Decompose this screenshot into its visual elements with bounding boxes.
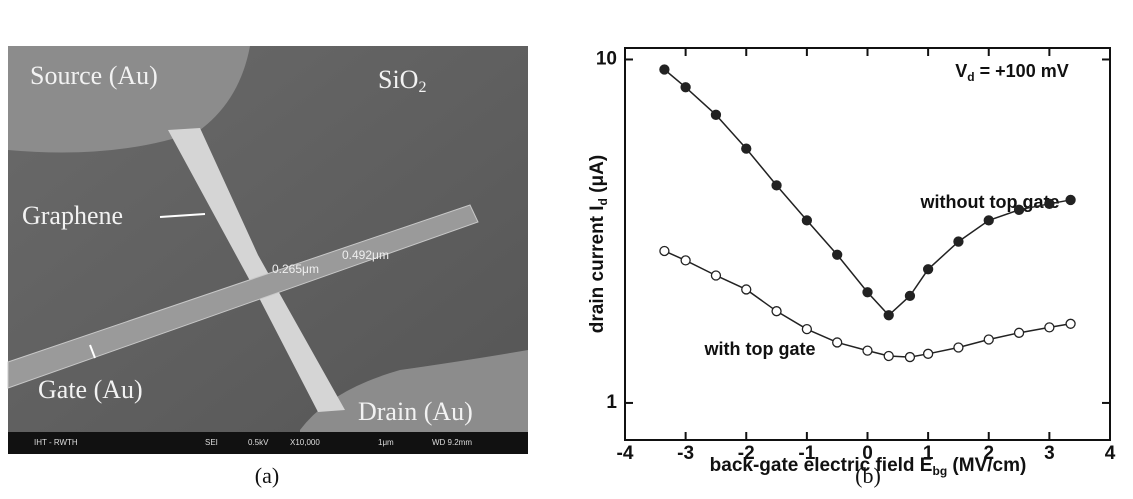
- marker: [659, 245, 670, 257]
- marker: [801, 215, 813, 226]
- caption: (a): [255, 463, 279, 488]
- graphene-strip: [168, 128, 345, 412]
- marker: [904, 290, 916, 302]
- marker: [904, 351, 916, 363]
- label: SiO2: [378, 65, 426, 96]
- marker: [1044, 198, 1055, 209]
- gate-line: [7, 204, 479, 389]
- label: Source (Au): [30, 61, 158, 90]
- label-subscript: d: [967, 70, 974, 84]
- label-part: (MV/cm): [947, 455, 1026, 476]
- label-subscript: d: [596, 198, 610, 205]
- marker: [832, 337, 843, 348]
- x-axis-label: back-gate electric field Ebg (MV/cm): [710, 455, 1027, 478]
- footer-text: 1μm: [378, 438, 394, 447]
- marker: [801, 323, 813, 335]
- annotation: with top gate: [704, 339, 816, 359]
- y-axis-label: drain current Id (μA): [587, 155, 610, 333]
- footer-text: 0.5kV: [248, 438, 269, 447]
- label-subscript: 2: [418, 79, 426, 96]
- marker: [1044, 322, 1055, 333]
- label: 0.492μm: [342, 248, 389, 262]
- annotation: without top gate: [920, 192, 1060, 212]
- marker: [883, 350, 894, 362]
- series-line: [663, 68, 1071, 317]
- marker: [1013, 204, 1025, 215]
- x-tick-label: 4: [1105, 443, 1116, 464]
- drain-electrode: [300, 350, 528, 432]
- marker: [1065, 194, 1076, 206]
- x-tick-label: 3: [1044, 443, 1055, 464]
- marker: [953, 342, 964, 353]
- x-tick-label: -3: [677, 443, 694, 464]
- x-tick-label: -2: [738, 443, 755, 464]
- x-tick-label: -4: [617, 443, 634, 464]
- marker: [771, 306, 782, 317]
- source-electrode: [8, 46, 250, 153]
- marker: [883, 310, 894, 321]
- x-tick-label: 1: [923, 443, 934, 464]
- label-part: = +100 mV: [975, 61, 1069, 81]
- label: 0.265μm: [272, 262, 319, 276]
- series-line: [664, 250, 1071, 358]
- marker: [862, 287, 873, 298]
- footer-text: WD 9.2mm: [432, 438, 472, 447]
- footer-text: X10,000: [290, 438, 320, 447]
- marker: [922, 264, 934, 275]
- marker: [953, 236, 964, 247]
- label-part: (μA): [587, 155, 608, 198]
- y-tick-label: 10: [596, 48, 617, 69]
- plot-frame: [624, 47, 1111, 441]
- marker: [1065, 318, 1076, 329]
- marker: [680, 82, 691, 93]
- label: Graphene: [22, 201, 123, 230]
- marker: [922, 348, 934, 359]
- marker: [1013, 327, 1025, 338]
- sem-image: Source (Au) SiO2 Graphene 0.265μm 0.492μ…: [7, 46, 528, 454]
- marker: [983, 215, 994, 226]
- marker: [710, 109, 722, 120]
- marker: [862, 345, 873, 356]
- label-part: back-gate electric field E: [710, 455, 933, 476]
- marker: [659, 64, 670, 75]
- x-tick-label: 2: [983, 443, 994, 464]
- x-tick-label: -1: [798, 443, 815, 464]
- marker: [771, 180, 782, 191]
- footer-text: IHT - RWTH: [34, 438, 78, 447]
- footer-text: SEI: [205, 438, 218, 447]
- label-part: SiO: [378, 65, 418, 94]
- label: Gate (Au): [38, 375, 143, 404]
- arrow: [159, 213, 206, 218]
- x-tick-label: 0: [862, 443, 873, 464]
- marker: [983, 334, 994, 345]
- label-part: V: [955, 61, 967, 81]
- annotation: Vd = +100 mV: [955, 61, 1068, 84]
- caption: (b): [855, 463, 881, 488]
- label: Drain (Au): [358, 397, 473, 426]
- sem-footer-bar: [8, 432, 528, 454]
- label-subscript: bg: [932, 464, 947, 478]
- label-part: drain current I: [587, 205, 608, 333]
- marker: [680, 255, 691, 266]
- y-tick-label: 1: [606, 392, 617, 413]
- arrow: [89, 344, 96, 359]
- marker: [710, 270, 722, 281]
- marker: [832, 249, 843, 260]
- marker: [741, 143, 752, 154]
- marker: [741, 284, 752, 295]
